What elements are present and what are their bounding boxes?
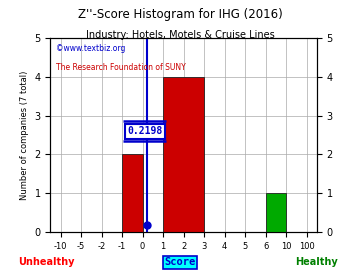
Text: ©www.textbiz.org: ©www.textbiz.org [56, 44, 125, 53]
Bar [163, 77, 204, 232]
Text: 0.2198: 0.2198 [127, 126, 163, 136]
Text: Score: Score [165, 257, 195, 267]
Text: Healthy: Healthy [296, 257, 338, 267]
Text: Industry: Hotels, Motels & Cruise Lines: Industry: Hotels, Motels & Cruise Lines [86, 30, 274, 40]
Text: Unhealthy: Unhealthy [19, 257, 75, 267]
Bar [122, 154, 143, 232]
Bar [266, 193, 286, 232]
Text: Z''-Score Histogram for IHG (2016): Z''-Score Histogram for IHG (2016) [78, 8, 282, 21]
Y-axis label: Number of companies (7 total): Number of companies (7 total) [20, 70, 29, 200]
Text: The Research Foundation of SUNY: The Research Foundation of SUNY [56, 63, 185, 72]
